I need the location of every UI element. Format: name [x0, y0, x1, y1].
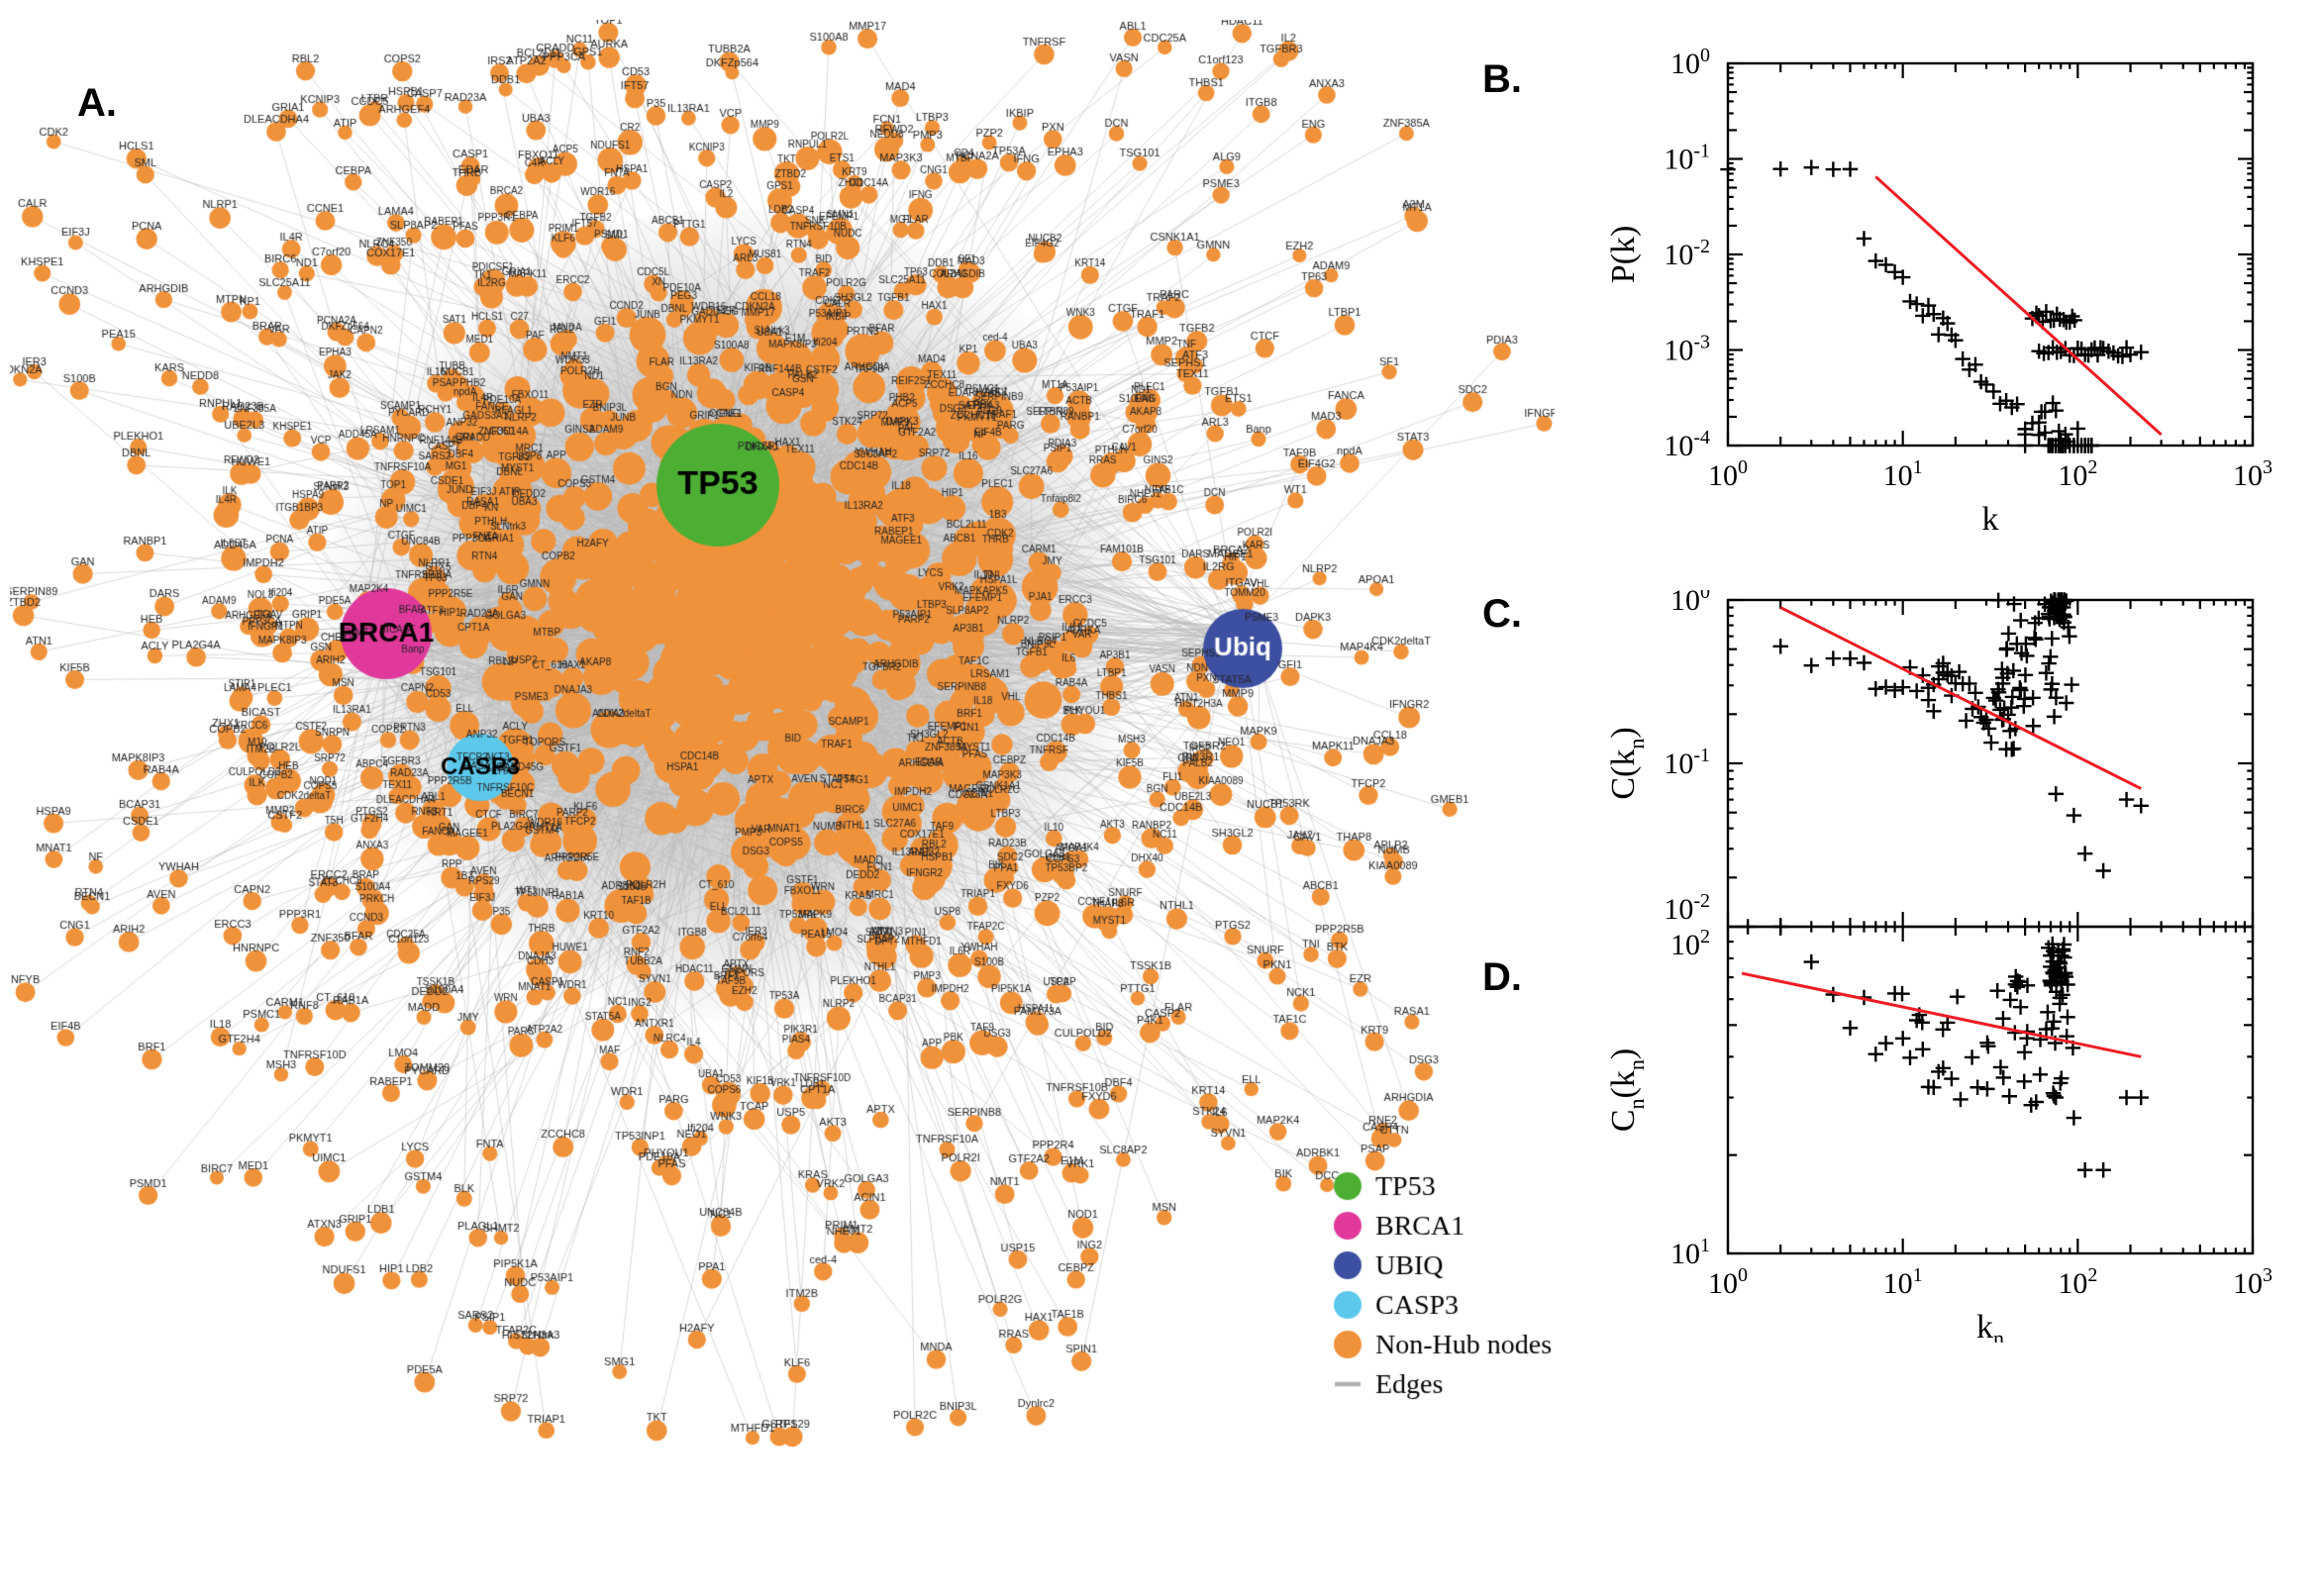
svg-text:10-2: 10-2	[1664, 890, 1710, 926]
svg-text:Cn(kn): Cn(kn)	[1605, 1048, 1649, 1132]
svg-text:10-3: 10-3	[1664, 332, 1710, 367]
svg-text:10-2: 10-2	[1664, 236, 1710, 271]
svg-text:102: 102	[2058, 456, 2097, 492]
svg-text:102: 102	[2058, 1264, 2097, 1300]
svg-text:100: 100	[1670, 45, 1710, 80]
svg-text:100: 100	[1670, 590, 1710, 617]
svg-text:k: k	[1982, 501, 1999, 535]
svg-text:101: 101	[1883, 456, 1923, 492]
svg-text:10-4: 10-4	[1664, 427, 1710, 462]
svg-text:kn: kn	[1976, 1309, 2004, 1343]
svg-text:103: 103	[2233, 456, 2272, 492]
svg-text:102: 102	[1670, 926, 1710, 961]
svg-text:103: 103	[2233, 1264, 2272, 1300]
svg-text:101: 101	[1883, 1264, 1923, 1300]
svg-text:P(k): P(k)	[1605, 226, 1642, 284]
svg-text:100: 100	[1708, 456, 1748, 492]
svg-text:10-1: 10-1	[1664, 141, 1710, 176]
svg-text:C(kn): C(kn)	[1605, 727, 1649, 799]
svg-text:10-1: 10-1	[1664, 745, 1710, 780]
